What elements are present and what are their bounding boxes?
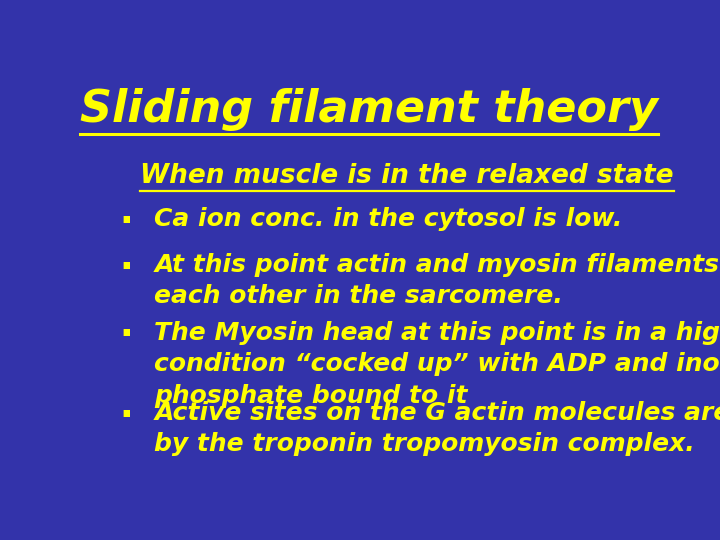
Text: ·: ·	[120, 399, 133, 433]
Text: Ca ion conc. in the cytosol is low.: Ca ion conc. in the cytosol is low.	[154, 207, 623, 231]
Text: ·: ·	[120, 205, 133, 239]
Text: At this point actin and myosin filaments lie along
each other in the sarcomere.: At this point actin and myosin filaments…	[154, 253, 720, 308]
Text: ·: ·	[120, 319, 133, 353]
Text: When muscle is in the relaxed state: When muscle is in the relaxed state	[140, 163, 674, 188]
Text: Sliding filament theory: Sliding filament theory	[80, 87, 658, 131]
Text: Active sites on the G actin molecules are covered
by the troponin tropomyosin co: Active sites on the G actin molecules ar…	[154, 401, 720, 456]
Text: The Myosin head at this point is in a high energy
condition “cocked up” with ADP: The Myosin head at this point is in a hi…	[154, 321, 720, 408]
Text: ·: ·	[120, 251, 133, 285]
